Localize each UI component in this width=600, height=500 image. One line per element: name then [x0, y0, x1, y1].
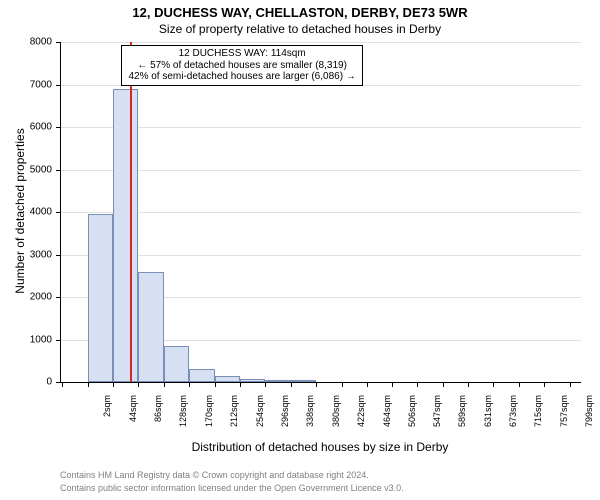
x-tick-mark: [88, 382, 89, 387]
x-tick-label: 506sqm: [407, 395, 417, 445]
x-tick-label: 44sqm: [128, 395, 138, 445]
y-tick-label: 6000: [0, 122, 52, 133]
y-tick-label: 0: [0, 377, 52, 388]
y-tick-label: 5000: [0, 164, 52, 175]
y-tick-mark: [56, 85, 61, 86]
annotation-line: ← 57% of detached houses are smaller (8,…: [128, 60, 355, 72]
y-tick-label: 3000: [0, 249, 52, 260]
annotation-line: 12 DUCHESS WAY: 114sqm: [128, 48, 355, 60]
y-tick-mark: [56, 340, 61, 341]
x-tick-label: 212sqm: [229, 395, 239, 445]
y-tick-label: 4000: [0, 207, 52, 218]
y-tick-label: 8000: [0, 37, 52, 48]
x-tick-label: 170sqm: [204, 395, 214, 445]
x-tick-label: 128sqm: [178, 395, 188, 445]
x-tick-mark: [342, 382, 343, 387]
x-tick-mark: [443, 382, 444, 387]
x-tick-mark: [138, 382, 139, 387]
footer-line-1: Contains HM Land Registry data © Crown c…: [60, 470, 369, 480]
x-tick-mark: [189, 382, 190, 387]
grid-line: [61, 255, 581, 256]
histogram-bar: [138, 272, 163, 383]
annotation-box: 12 DUCHESS WAY: 114sqm← 57% of detached …: [121, 45, 362, 86]
chart-title: 12, DUCHESS WAY, CHELLASTON, DERBY, DE73…: [0, 5, 600, 20]
x-tick-label: 86sqm: [153, 395, 163, 445]
x-tick-label: 631sqm: [483, 395, 493, 445]
x-tick-mark: [62, 382, 63, 387]
x-tick-label: 464sqm: [382, 395, 392, 445]
x-tick-mark: [493, 382, 494, 387]
x-tick-mark: [113, 382, 114, 387]
footer-line-2: Contains public sector information licen…: [60, 483, 404, 493]
x-tick-label: 254sqm: [255, 395, 265, 445]
grid-line: [61, 212, 581, 213]
y-tick-label: 2000: [0, 292, 52, 303]
histogram-bar: [265, 380, 290, 382]
y-tick-label: 7000: [0, 79, 52, 90]
x-tick-label: 296sqm: [280, 395, 290, 445]
chart-subtitle: Size of property relative to detached ho…: [0, 22, 600, 36]
x-tick-label: 2sqm: [102, 395, 112, 445]
histogram-bar: [164, 346, 189, 382]
x-tick-mark: [367, 382, 368, 387]
x-tick-label: 715sqm: [533, 395, 543, 445]
x-tick-mark: [215, 382, 216, 387]
y-tick-mark: [56, 170, 61, 171]
y-tick-label: 1000: [0, 334, 52, 345]
x-tick-mark: [417, 382, 418, 387]
reference-line: [130, 42, 132, 382]
x-tick-label: 547sqm: [432, 395, 442, 445]
x-tick-mark: [291, 382, 292, 387]
x-tick-mark: [265, 382, 266, 387]
x-tick-label: 757sqm: [559, 395, 569, 445]
y-tick-mark: [56, 297, 61, 298]
x-tick-mark: [544, 382, 545, 387]
y-tick-mark: [56, 212, 61, 213]
annotation-line: 42% of semi-detached houses are larger (…: [128, 71, 355, 83]
x-tick-label: 589sqm: [457, 395, 467, 445]
x-tick-mark: [392, 382, 393, 387]
grid-line: [61, 170, 581, 171]
x-axis-label: Distribution of detached houses by size …: [60, 440, 580, 454]
histogram-bar: [113, 89, 138, 382]
histogram-bar: [240, 379, 265, 382]
x-tick-mark: [519, 382, 520, 387]
x-tick-mark: [164, 382, 165, 387]
y-tick-mark: [56, 255, 61, 256]
y-tick-mark: [56, 42, 61, 43]
grid-line: [61, 42, 581, 43]
histogram-bar: [215, 376, 240, 382]
x-tick-mark: [316, 382, 317, 387]
x-tick-label: 338sqm: [305, 395, 315, 445]
histogram-bar: [88, 214, 113, 382]
x-tick-mark: [570, 382, 571, 387]
y-tick-mark: [56, 127, 61, 128]
x-tick-label: 673sqm: [508, 395, 518, 445]
grid-line: [61, 127, 581, 128]
y-tick-mark: [56, 382, 61, 383]
chart-container: 12, DUCHESS WAY, CHELLASTON, DERBY, DE73…: [0, 0, 600, 500]
x-tick-label: 380sqm: [331, 395, 341, 445]
x-tick-label: 422sqm: [356, 395, 366, 445]
histogram-bar: [291, 380, 316, 382]
x-tick-mark: [240, 382, 241, 387]
x-tick-mark: [468, 382, 469, 387]
histogram-bar: [189, 369, 214, 382]
plot-area: 12 DUCHESS WAY: 114sqm← 57% of detached …: [60, 42, 581, 383]
x-tick-label: 799sqm: [584, 395, 594, 445]
